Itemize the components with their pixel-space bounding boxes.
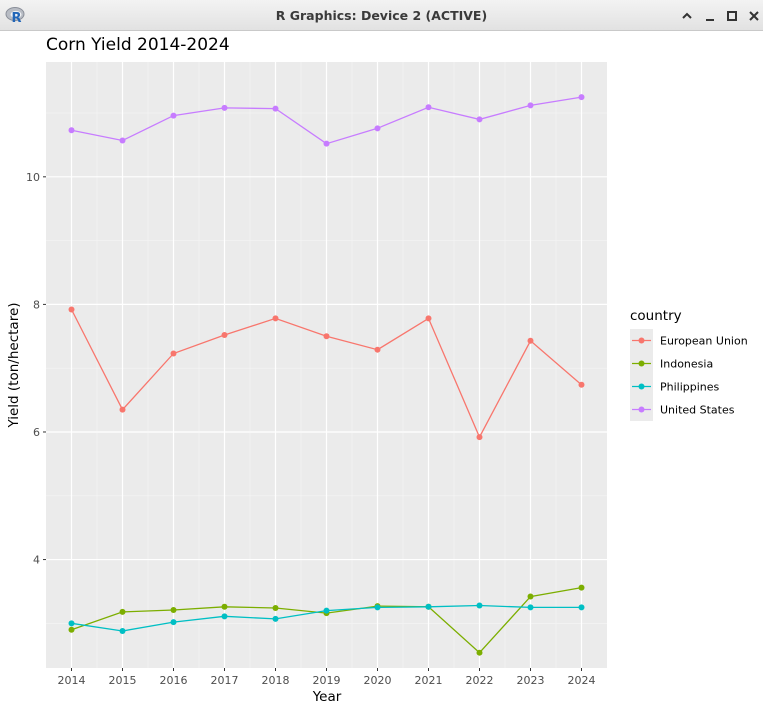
data-point [374,604,381,611]
data-point [68,626,75,633]
data-point [323,140,330,147]
data-point [170,619,177,626]
x-tick-label: 2016 [160,674,188,687]
legend-label: European Union [660,335,748,348]
data-point [374,125,381,132]
series-group [68,94,585,656]
x-tick-label: 2014 [58,674,86,687]
data-point [221,332,228,339]
data-point [170,606,177,613]
x-tick-label: 2023 [517,674,545,687]
data-point [170,350,177,357]
data-point [476,602,483,609]
data-point [527,102,534,109]
minimize-button[interactable] [702,8,718,24]
data-point [527,604,534,611]
data-point [272,605,279,612]
r-logo-letter: R [12,11,22,24]
close-button[interactable] [746,8,762,24]
legend-point [638,360,645,367]
legend-point [638,337,645,344]
x-tick-label: 2022 [466,674,494,687]
data-point [476,434,483,441]
r-logo-icon: R [5,6,25,26]
data-point [119,406,126,413]
y-tick-label: 4 [33,554,40,567]
y-axis: 4 6 8 10 [26,171,46,567]
close-icon [749,11,759,21]
data-point [527,337,534,344]
x-tick-label: 2024 [568,674,596,687]
data-point [323,333,330,340]
data-point [119,137,126,144]
y-tick-label: 6 [33,426,40,439]
legend-point [638,406,645,413]
data-point [476,116,483,123]
data-point [578,94,585,101]
y-tick-label: 8 [33,298,40,311]
legend-title: country [630,308,682,324]
data-point [272,315,279,322]
plot-area: Corn Yield 2014-2024 4 6 8 10 2014 2015 2016 2… [0,31,763,708]
chart-title: Corn Yield 2014-2024 [46,35,230,55]
y-axis-label: Yield (ton/hectare) [6,302,22,428]
data-point [68,620,75,627]
maximize-button[interactable] [724,8,740,24]
data-point [119,628,126,635]
data-point [119,608,126,615]
maximize-icon [727,11,737,21]
x-tick-label: 2018 [262,674,290,687]
title-bar[interactable]: R R Graphics: Device 2 (ACTIVE) [0,0,763,31]
data-point [578,604,585,611]
data-point [68,127,75,134]
data-point [425,603,432,610]
chevron-up-icon [682,12,692,19]
legend-point [638,383,645,390]
y-tick-label: 10 [26,171,40,184]
collapse-button[interactable] [679,8,695,24]
data-point [221,104,228,111]
data-point [272,615,279,622]
data-point [527,593,534,600]
data-point [272,105,279,112]
data-point [323,607,330,614]
x-axis-label: Year [312,689,342,705]
data-point [221,613,228,620]
legend-label: Indonesia [660,358,713,371]
legend-label: Philippines [660,381,720,394]
data-point [374,346,381,353]
grid-lines [46,62,607,668]
legend-label: United States [660,404,735,417]
legend: country European Union Indonesia Philippin… [630,308,748,421]
x-tick-label: 2020 [364,674,392,687]
data-point [425,315,432,322]
x-tick-label: 2019 [313,674,341,687]
data-point [578,584,585,591]
x-tick-label: 2017 [211,674,239,687]
data-point [476,649,483,656]
x-tick-label: 2015 [109,674,137,687]
data-point [170,112,177,119]
data-point [221,603,228,610]
data-point [425,104,432,111]
data-point [578,381,585,388]
minimize-icon [706,19,714,21]
x-tick-label: 2021 [415,674,443,687]
data-point [68,306,75,313]
x-axis: 2014 2015 2016 2017 2018 2019 2020 2021 2022 2023… [58,668,596,687]
window-title: R Graphics: Device 2 (ACTIVE) [275,8,488,23]
